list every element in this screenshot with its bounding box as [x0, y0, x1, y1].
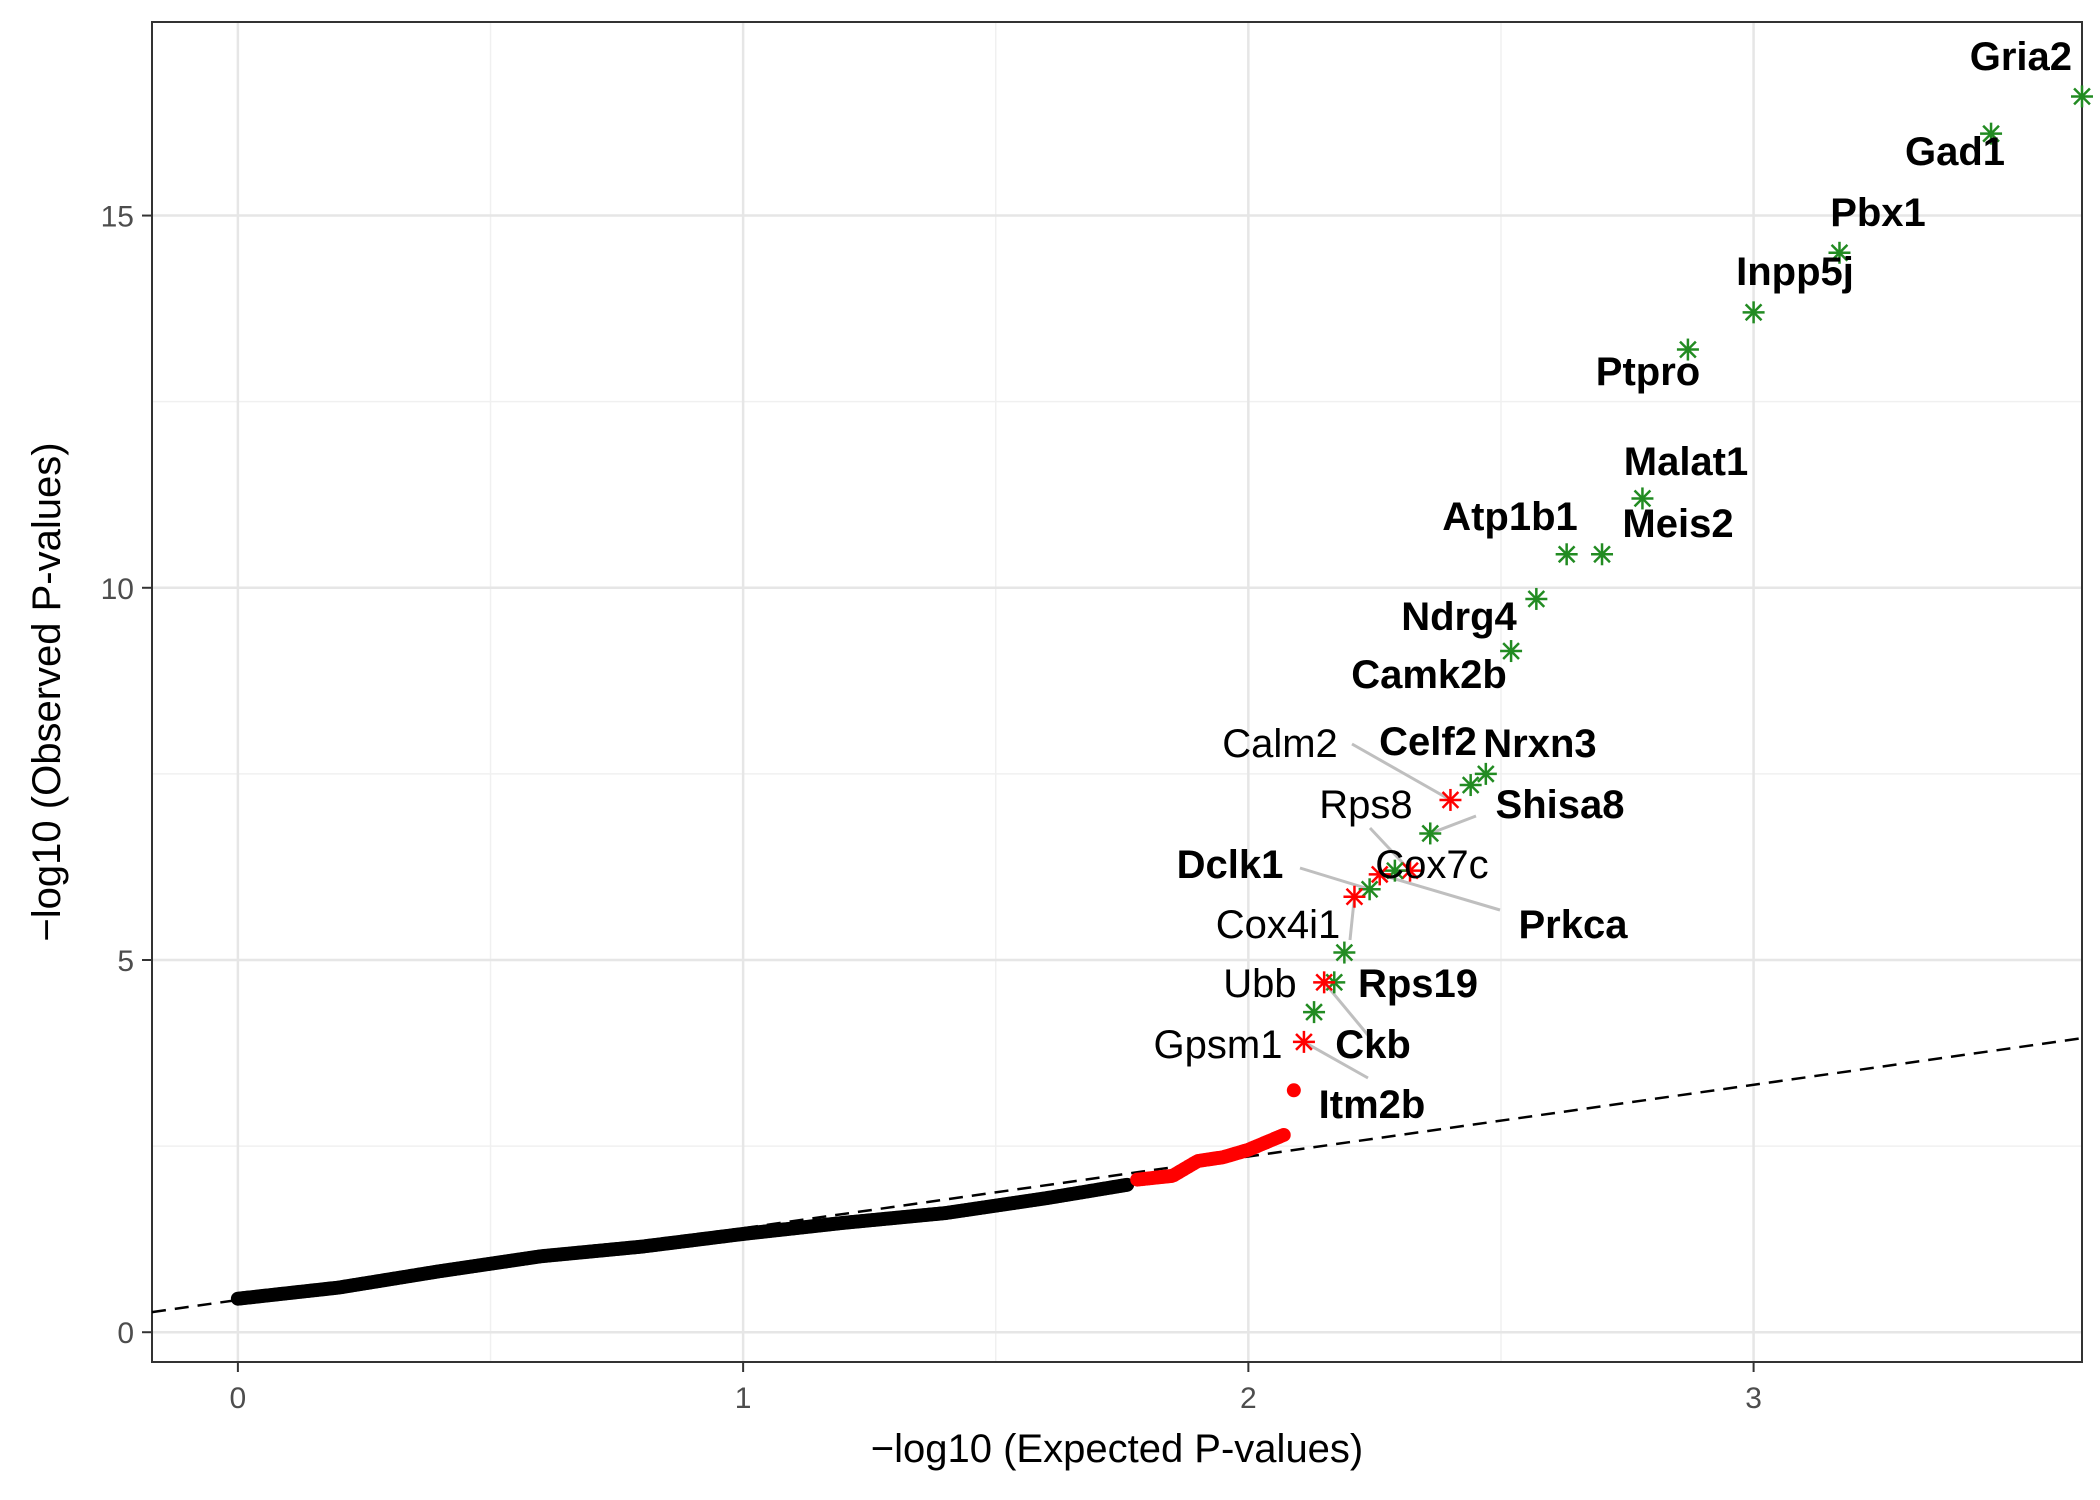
gene-labels: Gria2 Gad1 Pbx1 Inpp5j Ptpro Malat1 Meis2 Atp1b… [1154, 35, 2072, 1127]
gene-marker-stroke [1830, 243, 1849, 262]
gene-label: Ckb [1335, 1023, 1411, 1067]
data-point-significant [1276, 1127, 1291, 1142]
gene-marker-stroke [1679, 340, 1697, 359]
gene-label: Ubb [1223, 962, 1296, 1006]
gene-marker [1368, 863, 1391, 886]
y-tick-label: 15 [101, 201, 134, 234]
y-axis-tick-labels: 0 5 10 15 [101, 201, 134, 1351]
x-axis-tick-labels: 0 1 2 3 [230, 1382, 1762, 1415]
gene-marker [1500, 640, 1523, 663]
gene-marker [1292, 1030, 1315, 1053]
gene-marker [1333, 941, 1356, 964]
y-axis-title: −log10 (Observed P-values) [25, 442, 69, 941]
x-tick-label: 0 [230, 1382, 247, 1415]
gene-label: Malat1 [1624, 440, 1749, 484]
gene-marker-stroke [2073, 87, 2091, 106]
gene-marker-stroke [1982, 124, 2000, 143]
gene-marker [1459, 774, 1482, 797]
gene-marker [1474, 762, 1497, 785]
gene-marker [1631, 487, 1654, 510]
y-tick-label: 10 [101, 573, 134, 606]
label-segment [1299, 866, 1371, 891]
gene-marker-stroke [1305, 1003, 1323, 1021]
gene-marker [1439, 788, 1462, 811]
gene-label: Camk2b [1351, 653, 1507, 697]
gene-label: Gria2 [1970, 35, 2072, 79]
gene-marker [1525, 587, 1548, 610]
gene-marker-stroke [1295, 1033, 1313, 1051]
gene-marker [2071, 85, 2093, 108]
gene-label: Cox4i1 [1216, 903, 1341, 947]
gene-marker-stroke [1345, 887, 1364, 906]
gene-marker-stroke [1557, 545, 1576, 564]
gene-marker-stroke [1335, 943, 1354, 962]
gene-label: Atp1b1 [1442, 495, 1578, 539]
gene-marker-stroke [1477, 765, 1495, 783]
gene-marker [1591, 543, 1614, 566]
x-tick-label: 1 [735, 1382, 752, 1415]
x-axis-title: −log10 (Expected P-values) [871, 1427, 1364, 1471]
gene-marker [1676, 338, 1699, 361]
gene-marker-stroke [1593, 545, 1611, 564]
gene-label: Gpsm1 [1154, 1023, 1283, 1067]
gene-marker [1980, 122, 2003, 145]
gene-label: Shisa8 [1496, 783, 1625, 827]
gene-marker-stroke [1744, 303, 1763, 322]
gene-marker-stroke [1370, 865, 1389, 884]
gene-marker [1343, 885, 1366, 908]
highlighted-gene-markers [1292, 85, 2093, 1053]
plot-panel-border [151, 21, 2083, 1363]
gene-marker-stroke [1502, 642, 1520, 660]
gene-marker [1383, 859, 1406, 882]
y-tick-label: 5 [117, 945, 134, 978]
gene-label: Celf2 [1379, 720, 1477, 764]
gene-marker-stroke [1527, 590, 1546, 608]
gene-label: Meis2 [1622, 502, 1733, 546]
gene-marker-stroke [1386, 861, 1404, 880]
label-segment [1351, 742, 1452, 802]
label-segment [1429, 814, 1477, 835]
x-tick-label: 2 [1240, 1382, 1257, 1415]
x-tick-label: 3 [1745, 1382, 1762, 1415]
gene-label: Rps8 [1319, 783, 1412, 827]
background-points [230, 1177, 1135, 1306]
data-point-significant [1286, 1083, 1301, 1098]
axis-ticks [142, 214, 1755, 1372]
gene-marker [1828, 241, 1851, 264]
gene-label: Calm2 [1222, 722, 1338, 766]
gene-label: Prkca [1519, 903, 1629, 947]
gene-marker-stroke [1401, 861, 1419, 880]
gene-label: Itm2b [1319, 1083, 1426, 1127]
gene-marker [1303, 1001, 1326, 1024]
label-segment [1322, 981, 1374, 1041]
gene-label: Ptpro [1596, 350, 1700, 394]
gene-label: Rps19 [1358, 962, 1478, 1006]
gene-marker-stroke [1421, 824, 1440, 843]
gene-label: Cox7c [1375, 843, 1488, 887]
gene-label: Dclk1 [1177, 843, 1284, 887]
gene-marker-stroke [1441, 791, 1460, 809]
gene-label: Inpp5j [1736, 250, 1854, 294]
gene-marker [1555, 543, 1578, 566]
gene-marker [1742, 301, 1765, 324]
gene-marker-stroke [1461, 776, 1480, 794]
grid-minor [152, 22, 2082, 1362]
significant-points [1130, 1083, 1301, 1187]
gene-label: Nrxn3 [1483, 722, 1596, 766]
grid-major [152, 22, 2082, 1362]
gene-label: Gad1 [1905, 130, 2005, 174]
label-segment [1379, 872, 1501, 912]
gene-label: Pbx1 [1830, 191, 1926, 235]
label-segment [1303, 1040, 1369, 1080]
gene-marker [1313, 971, 1336, 994]
y-tick-label: 0 [117, 1317, 134, 1350]
gene-marker-stroke [1315, 973, 1333, 992]
gene-marker-stroke [1360, 880, 1379, 899]
gene-marker [1419, 822, 1442, 845]
gene-marker-stroke [1633, 489, 1652, 508]
gene-label: Ndrg4 [1401, 595, 1517, 639]
